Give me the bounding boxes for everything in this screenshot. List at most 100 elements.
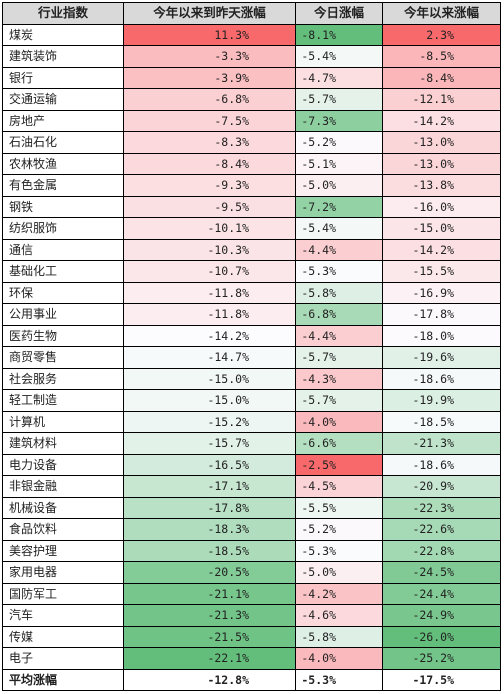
cell-ytd-to-yesterday: -3.3%	[123, 45, 296, 68]
table-row: 建筑装饰 -3.3% -5.4% -8.5%	[2, 45, 501, 68]
cell-ytd-to-yesterday: -18.5%	[123, 539, 296, 562]
table-row: 石油石化 -8.3% -5.2% -13.0%	[2, 131, 501, 154]
header-industry: 行业指数	[2, 2, 124, 25]
table-row: 社会服务 -15.0% -4.3% -18.6%	[2, 367, 501, 390]
table-row: 医药生物 -14.2% -4.4% -18.0%	[2, 324, 501, 347]
table-row: 基础化工 -10.7% -5.3% -15.5%	[2, 260, 501, 283]
cell-today-change: -5.0%	[295, 174, 383, 197]
cell-ytd-to-yesterday: -15.2%	[123, 410, 296, 433]
cell-industry-name: 商贸零售	[2, 346, 124, 369]
cell-ytd-to-yesterday: -6.8%	[123, 88, 296, 111]
table-row: 银行 -3.9% -4.7% -8.4%	[2, 66, 501, 89]
cell-ytd-change: -14.2%	[382, 109, 501, 132]
table-row: 交通运输 -6.8% -5.7% -12.1%	[2, 88, 501, 111]
cell-industry-name: 传媒	[2, 625, 124, 648]
cell-industry-name: 家用电器	[2, 561, 124, 584]
cell-ytd-to-yesterday: -17.1%	[123, 475, 296, 498]
cell-industry-name: 建筑材料	[2, 432, 124, 455]
cell-industry-name: 国防军工	[2, 582, 124, 605]
cell-ytd-change: -25.2%	[382, 647, 501, 670]
table-row: 煤炭 11.3% -8.1% 2.3%	[2, 23, 501, 46]
table-row: 钢铁 -9.5% -7.2% -16.0%	[2, 195, 501, 218]
header-ytd-to-yesterday: 今年以来到昨天涨幅	[123, 2, 296, 25]
cell-today-change: -4.3%	[295, 367, 383, 390]
cell-ytd-change: -18.0%	[382, 324, 501, 347]
table-row: 公用事业 -11.8% -6.8% -17.8%	[2, 303, 501, 326]
cell-ytd-to-yesterday: -20.5%	[123, 561, 296, 584]
cell-today-change: -6.8%	[295, 303, 383, 326]
cell-industry-name: 机械设备	[2, 496, 124, 519]
table-row: 通信 -10.3% -4.4% -14.2%	[2, 238, 501, 261]
cell-ytd-to-yesterday: -9.3%	[123, 174, 296, 197]
cell-ytd-to-yesterday: -16.5%	[123, 453, 296, 476]
average-row: 平均涨幅 -12.8% -5.3% -17.5%	[2, 668, 501, 691]
cell-ytd-change: -19.6%	[382, 346, 501, 369]
cell-ytd-to-yesterday: -14.7%	[123, 346, 296, 369]
header-ytd-change: 今年以来涨幅	[382, 2, 501, 25]
table-row: 非银金融 -17.1% -4.5% -20.9%	[2, 475, 501, 498]
cell-today-change: -5.3%	[295, 539, 383, 562]
cell-ytd-to-yesterday: -17.8%	[123, 496, 296, 519]
cell-ytd-to-yesterday: -8.3%	[123, 131, 296, 154]
cell-ytd-to-yesterday: -14.2%	[123, 324, 296, 347]
cell-ytd-change: -8.4%	[382, 66, 501, 89]
cell-industry-name: 交通运输	[2, 88, 124, 111]
cell-ytd-change: -22.8%	[382, 539, 501, 562]
cell-industry-name: 房地产	[2, 109, 124, 132]
cell-ytd-to-yesterday: -15.0%	[123, 367, 296, 390]
cell-today-change: -5.8%	[295, 281, 383, 304]
cell-industry-name: 环保	[2, 281, 124, 304]
table-row: 建筑材料 -15.7% -6.6% -21.3%	[2, 432, 501, 455]
cell-industry-name: 社会服务	[2, 367, 124, 390]
cell-ytd-change: -22.3%	[382, 496, 501, 519]
cell-today-change: -4.7%	[295, 66, 383, 89]
table-row: 轻工制造 -15.0% -5.7% -19.9%	[2, 389, 501, 412]
cell-today-change: -4.6%	[295, 604, 383, 627]
table-row: 电子 -22.1% -4.0% -25.2%	[2, 647, 501, 670]
cell-today-change: -5.4%	[295, 217, 383, 240]
cell-ytd-to-yesterday: -15.7%	[123, 432, 296, 455]
cell-ytd-change: -18.5%	[382, 410, 501, 433]
cell-ytd-change: -8.5%	[382, 45, 501, 68]
cell-today-change: -5.7%	[295, 346, 383, 369]
table-row: 农林牧渔 -8.4% -5.1% -13.0%	[2, 152, 501, 175]
cell-today-change: -4.0%	[295, 410, 383, 433]
cell-ytd-change: -26.0%	[382, 625, 501, 648]
cell-industry-name: 电子	[2, 647, 124, 670]
cell-today-change: -5.1%	[295, 152, 383, 175]
cell-today-change: -8.1%	[295, 23, 383, 46]
cell-industry-name: 美容护理	[2, 539, 124, 562]
table-row: 汽车 -21.3% -4.6% -24.9%	[2, 604, 501, 627]
cell-today-change: -2.5%	[295, 453, 383, 476]
table-row: 房地产 -7.5% -7.3% -14.2%	[2, 109, 501, 132]
cell-industry-name: 通信	[2, 238, 124, 261]
table-header: 行业指数 今年以来到昨天涨幅 今日涨幅 今年以来涨幅	[2, 2, 501, 25]
cell-ytd-change: -18.6%	[382, 367, 501, 390]
table-row: 计算机 -15.2% -4.0% -18.5%	[2, 410, 501, 433]
cell-ytd-to-yesterday: -11.8%	[123, 303, 296, 326]
cell-ytd-change: -14.2%	[382, 238, 501, 261]
cell-today-change: -6.6%	[295, 432, 383, 455]
cell-ytd-to-yesterday: -21.3%	[123, 604, 296, 627]
cell-today-change: -4.4%	[295, 324, 383, 347]
table-row: 有色金属 -9.3% -5.0% -13.8%	[2, 174, 501, 197]
cell-industry-name: 计算机	[2, 410, 124, 433]
cell-today-change: -4.5%	[295, 475, 383, 498]
cell-industry-name: 轻工制造	[2, 389, 124, 412]
cell-ytd-to-yesterday: -15.0%	[123, 389, 296, 412]
cell-today-change: -5.7%	[295, 389, 383, 412]
cell-ytd-to-yesterday: -22.1%	[123, 647, 296, 670]
cell-industry-name: 汽车	[2, 604, 124, 627]
cell-ytd-to-yesterday: -11.8%	[123, 281, 296, 304]
table-row: 环保 -11.8% -5.8% -16.9%	[2, 281, 501, 304]
cell-ytd-to-yesterday: -3.9%	[123, 66, 296, 89]
cell-ytd-change: -18.6%	[382, 453, 501, 476]
cell-industry-name: 医药生物	[2, 324, 124, 347]
cell-industry-name: 石油石化	[2, 131, 124, 154]
average-cell-industry-name: 平均涨幅	[2, 668, 124, 691]
table-row: 家用电器 -20.5% -5.0% -24.5%	[2, 561, 501, 584]
cell-ytd-to-yesterday: -10.1%	[123, 217, 296, 240]
cell-today-change: -4.4%	[295, 238, 383, 261]
average-cell-ytd-change: -17.5%	[382, 668, 501, 691]
cell-ytd-change: -22.6%	[382, 518, 501, 541]
